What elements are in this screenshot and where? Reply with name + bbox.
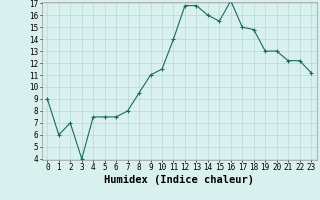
X-axis label: Humidex (Indice chaleur): Humidex (Indice chaleur) [104,175,254,185]
